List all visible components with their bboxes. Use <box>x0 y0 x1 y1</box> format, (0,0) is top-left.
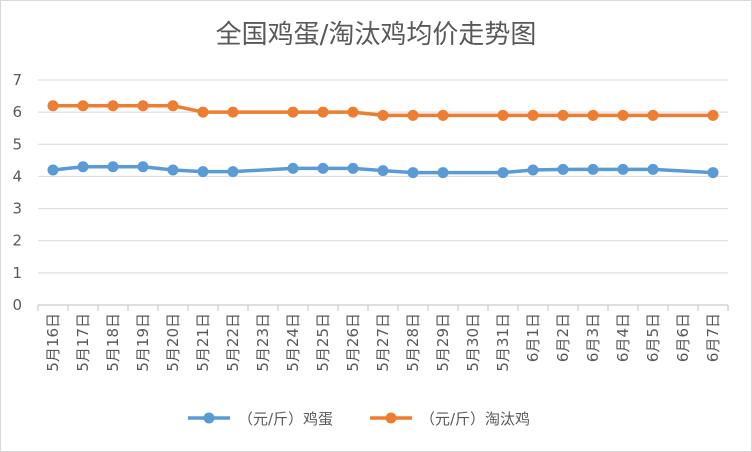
x-tick-label: 6月6日 <box>674 313 692 362</box>
x-tick-label: 5月27日 <box>374 313 392 372</box>
data-point <box>77 100 89 112</box>
data-point <box>497 109 509 121</box>
data-point <box>167 164 179 176</box>
data-point <box>227 106 239 118</box>
data-point <box>287 106 299 118</box>
data-point <box>137 161 149 173</box>
legend-swatch-marker <box>203 412 215 424</box>
legend: （元/斤）鸡蛋 （元/斤）淘汰鸡 <box>188 410 530 428</box>
data-point <box>47 100 59 112</box>
x-tick-label: 5月26日 <box>344 313 362 372</box>
x-tick-label: 6月1日 <box>524 313 542 362</box>
legend-label: （元/斤）鸡蛋 <box>238 410 333 428</box>
series-layer <box>47 100 719 179</box>
data-point <box>707 109 719 121</box>
x-tick-label: 5月28日 <box>404 313 422 372</box>
y-tick-label: 0 <box>12 296 22 314</box>
x-tick-label: 5月31日 <box>494 313 512 372</box>
x-tick-label: 6月5日 <box>644 313 662 362</box>
data-point <box>317 162 329 174</box>
x-tick-label: 5月30日 <box>464 313 482 372</box>
y-axis-ticks: 0 1 2 3 4 5 6 7 <box>12 71 22 314</box>
chart-title: 全国鸡蛋/淘汰鸡均价走势图 <box>215 20 537 50</box>
y-tick-label: 6 <box>12 103 22 121</box>
x-tick-label: 5月20日 <box>164 313 182 372</box>
x-tick-label: 6月3日 <box>584 313 602 362</box>
y-tick-label: 7 <box>12 71 22 89</box>
legend-label: （元/斤）淘汰鸡 <box>420 410 530 428</box>
x-tick-label: 6月4日 <box>614 313 632 362</box>
x-tick-label: 5月22日 <box>224 313 242 372</box>
data-point <box>497 167 509 179</box>
y-tick-label: 1 <box>12 264 22 282</box>
data-point <box>227 166 239 178</box>
x-tick-label: 5月17日 <box>74 313 92 372</box>
data-point <box>407 167 419 179</box>
data-point <box>587 163 599 175</box>
x-tick-label: 5月18日 <box>104 313 122 372</box>
data-point <box>617 163 629 175</box>
x-tick-label: 5月29日 <box>434 313 452 372</box>
data-point <box>407 109 419 121</box>
x-tick-label: 5月23日 <box>254 313 272 372</box>
data-point <box>347 162 359 174</box>
data-point <box>707 167 719 179</box>
x-tick-label: 5月16日 <box>44 313 62 372</box>
data-point <box>107 100 119 112</box>
data-point <box>347 106 359 118</box>
legend-swatch-marker <box>385 412 397 424</box>
data-point <box>197 166 209 178</box>
y-tick-label: 4 <box>12 167 22 185</box>
data-point <box>617 109 629 121</box>
data-point <box>377 109 389 121</box>
y-tick-label: 3 <box>12 200 22 218</box>
data-point <box>437 109 449 121</box>
x-axis-ticks: 5月16日 5月17日 5月18日 5月19日 5月20日 5月21日 5月22日 5月23日… <box>37 305 729 372</box>
x-tick-label: 5月19日 <box>134 313 152 372</box>
data-point <box>77 161 89 173</box>
data-point <box>527 164 539 176</box>
data-point <box>167 100 179 112</box>
data-point <box>377 165 389 177</box>
data-point <box>47 164 59 176</box>
data-point <box>287 162 299 174</box>
data-point <box>557 109 569 121</box>
data-point <box>137 100 149 112</box>
y-tick-label: 5 <box>12 135 22 153</box>
x-tick-label: 6月7日 <box>704 313 722 362</box>
x-tick-label: 5月24日 <box>284 313 302 372</box>
data-point <box>557 163 569 175</box>
data-point <box>197 106 209 118</box>
x-tick-label: 5月25日 <box>314 313 332 372</box>
data-point <box>647 109 659 121</box>
data-point <box>527 109 539 121</box>
data-point <box>107 161 119 173</box>
data-point <box>437 167 449 179</box>
data-point <box>587 109 599 121</box>
x-tick-label: 5月21日 <box>194 313 212 372</box>
data-point <box>647 163 659 175</box>
x-tick-label: 6月2日 <box>554 313 572 362</box>
data-point <box>317 106 329 118</box>
y-tick-label: 2 <box>12 232 22 250</box>
